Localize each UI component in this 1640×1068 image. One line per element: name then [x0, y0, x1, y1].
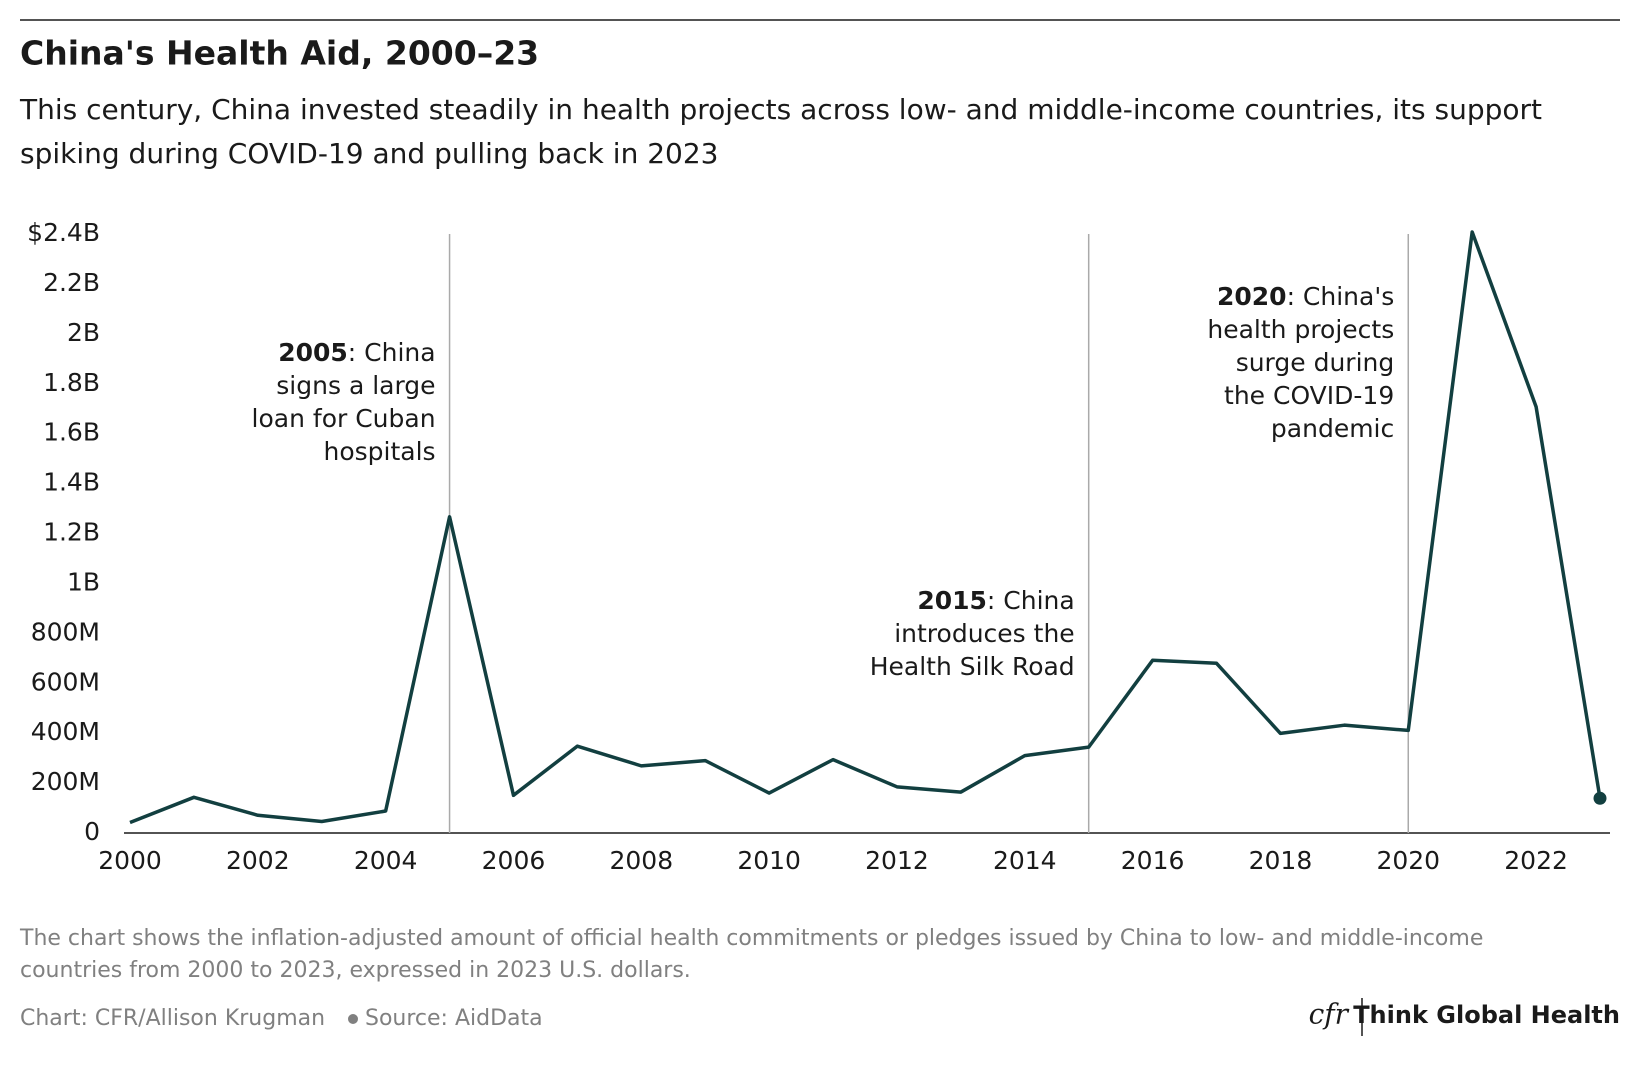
annotation: health projects [1207, 315, 1394, 344]
x-tick-label: 2004 [354, 846, 418, 875]
y-tick-label: 2B [67, 318, 100, 347]
annotation-text: : China [348, 338, 436, 367]
y-tick-label: 1.8B [43, 368, 100, 397]
annotation-text: : China's [1287, 282, 1395, 311]
y-tick-label: 800M [31, 617, 100, 646]
y-tick-label: $2.4B [27, 218, 100, 247]
credit: Chart: CFR/Allison Krugman [20, 1006, 325, 1031]
x-tick-label: 2000 [98, 846, 162, 875]
x-tick-label: 2016 [1121, 846, 1185, 875]
annotation: introduces the [894, 619, 1074, 648]
annotation-year: 2020 [1217, 282, 1287, 311]
note: The chart shows the inflation-adjusted a… [19, 926, 1483, 951]
logo: cfr [1309, 998, 1350, 1031]
annotation: loan for Cuban [252, 404, 436, 433]
annotation-text: : China [987, 586, 1075, 615]
note: countries from 2000 to 2023, expressed i… [20, 958, 691, 983]
x-tick-label: 2022 [1504, 846, 1568, 875]
annotation: surge during [1236, 348, 1395, 377]
y-tick-label: 400M [31, 717, 100, 746]
annotation-year: 2005 [278, 338, 348, 367]
x-tick-label: 2012 [865, 846, 929, 875]
x-tick-label: 2010 [737, 846, 801, 875]
x-tick-label: 2018 [1249, 846, 1313, 875]
y-tick-label: 2.2B [43, 268, 100, 297]
end-point [1593, 791, 1607, 805]
annotation: 2005: China [278, 338, 435, 367]
annotation: signs a large [276, 371, 435, 400]
x-tick-label: 2014 [993, 846, 1057, 875]
x-tick-label: 2002 [226, 846, 290, 875]
y-tick-label: 1B [67, 567, 100, 596]
annotation: 2020: China's [1217, 282, 1394, 311]
annotation: the COVID-19 [1224, 381, 1394, 410]
x-tick-label: 2006 [482, 846, 546, 875]
data-line [129, 230, 1602, 825]
x-tick-label: 2008 [609, 846, 673, 875]
annotation: 2015: China [917, 586, 1074, 615]
y-tick-label: 600M [31, 667, 100, 696]
y-tick-label: 1.4B [43, 468, 100, 497]
source: Source: AidData [365, 1006, 543, 1031]
annotation: pandemic [1271, 414, 1394, 443]
y-tick-label: 0 [84, 817, 100, 846]
y-tick-label: 1.2B [43, 518, 100, 547]
annotation: hospitals [323, 437, 435, 466]
separator-dot [348, 1014, 358, 1024]
brand: Think Global Health [1353, 1001, 1620, 1029]
y-tick-label: 1.6B [43, 418, 100, 447]
chart-title: China's Health Aid, 2000–23 [20, 34, 539, 73]
subtitle: This century, China invested steadily in… [19, 93, 1542, 126]
x-tick-label: 2020 [1376, 846, 1440, 875]
annotation: Health Silk Road [870, 652, 1075, 681]
subtitle: spiking during COVID-19 and pulling back… [20, 137, 718, 170]
annotation-year: 2015 [917, 586, 987, 615]
y-tick-label: 200M [31, 767, 100, 796]
